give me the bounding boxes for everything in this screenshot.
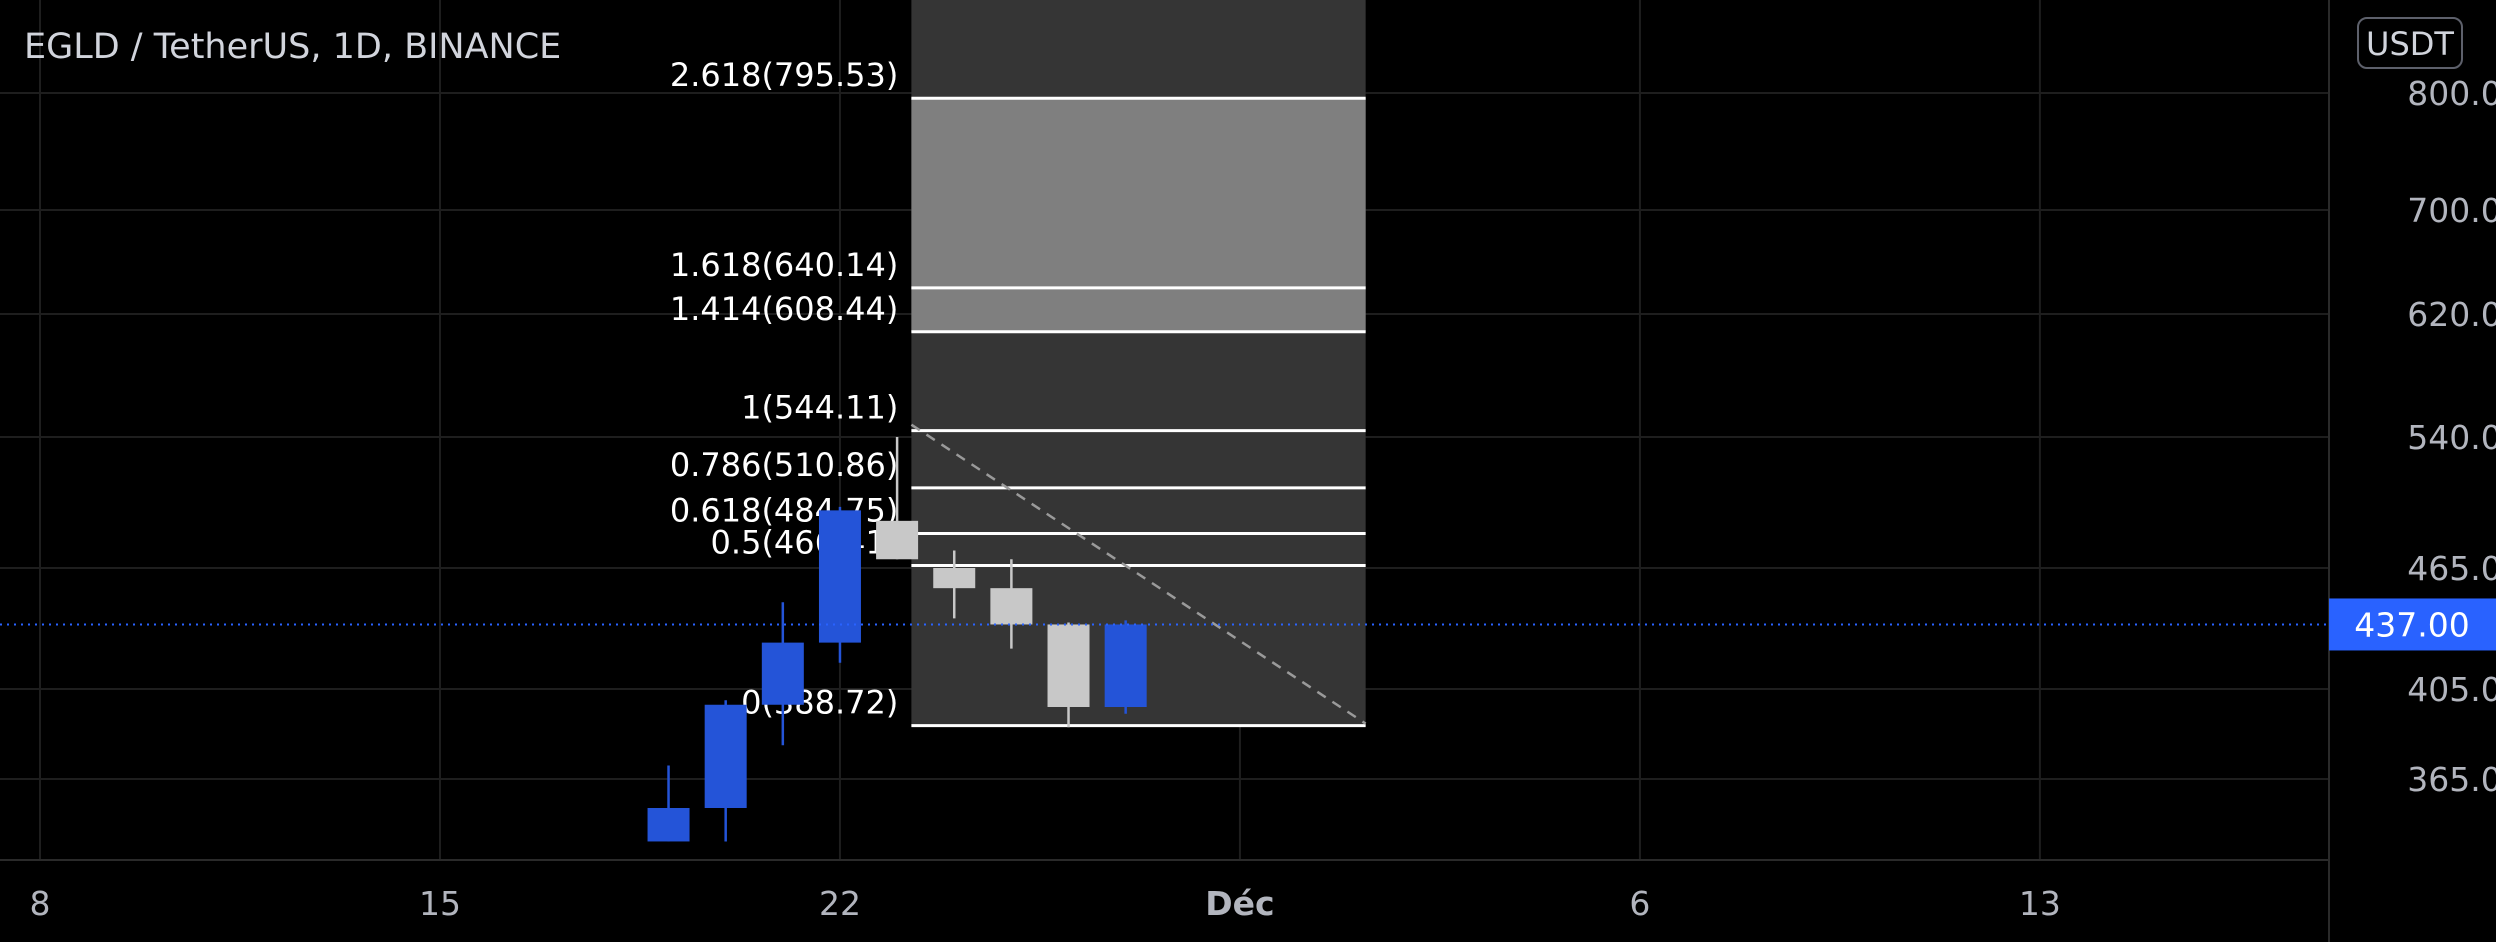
candle-body [647,808,690,842]
fib-level-label: 0.786(510.86) [670,446,899,484]
time-tick-label: 22 [819,884,861,923]
fib-level-label: 1.414(608.44) [670,290,899,328]
currency-badge-frame [2357,17,2463,69]
currency-badge[interactable]: USDT [2357,17,2463,69]
fib-level-label: 1(544.11) [741,389,898,427]
candle-body [818,510,861,643]
price-tick-label: 365.00 [2407,760,2496,799]
price-tick-label: 620.00 [2407,295,2496,334]
time-tick-label: 13 [2019,884,2061,923]
fib-level-label: 1.618(640.14) [670,246,899,284]
candles [647,437,1147,842]
candle-body [761,642,804,705]
price-tag-label: 437.00 [2354,605,2469,644]
current-price-tag: 437.00 [2329,598,2496,651]
price-tag-box [2329,598,2496,651]
fib-level-label: 0.5(466.41) [711,524,899,562]
price-tick-label: 700.00 [2407,191,2496,230]
currency-badge-label: USDT [2366,25,2454,63]
candle-body [990,588,1033,625]
time-axis[interactable]: 8 15 22 Déc 6 13 [30,884,2061,923]
candle-body [933,568,976,589]
trend-line[interactable] [910,423,1367,725]
price-tick-label: 800.00 [2407,74,2496,113]
price-tick-label: 465.00 [2407,549,2496,588]
time-tick-label: 15 [419,884,461,923]
candle-body [876,520,919,560]
fib-level-label: 2.618(795.53) [670,56,899,94]
price-axis[interactable]: 800.00 700.00 620.00 540.00 465.00 405.00 365.… [2407,74,2496,799]
axes [0,0,2330,942]
dashed-trend-line[interactable] [910,423,1367,725]
chart-title: EGLD / TetherUS, 1D, BINANCE [24,27,561,67]
price-tick-label: 540.00 [2407,418,2496,457]
time-tick-label: 8 [30,884,51,923]
time-tick-label: 6 [1629,884,1650,923]
price-tick-label: 405.00 [2407,670,2496,709]
candle-body [704,704,747,808]
candle-body [1104,624,1147,707]
fibonacci-extension[interactable]: 2.618(795.53) 1.618(640.14) 1.414(608.44) 1… [670,0,1366,728]
time-tick-label: Déc [1205,884,1274,923]
fib-target-zone [911,98,1366,332]
candle-body [1047,624,1090,707]
